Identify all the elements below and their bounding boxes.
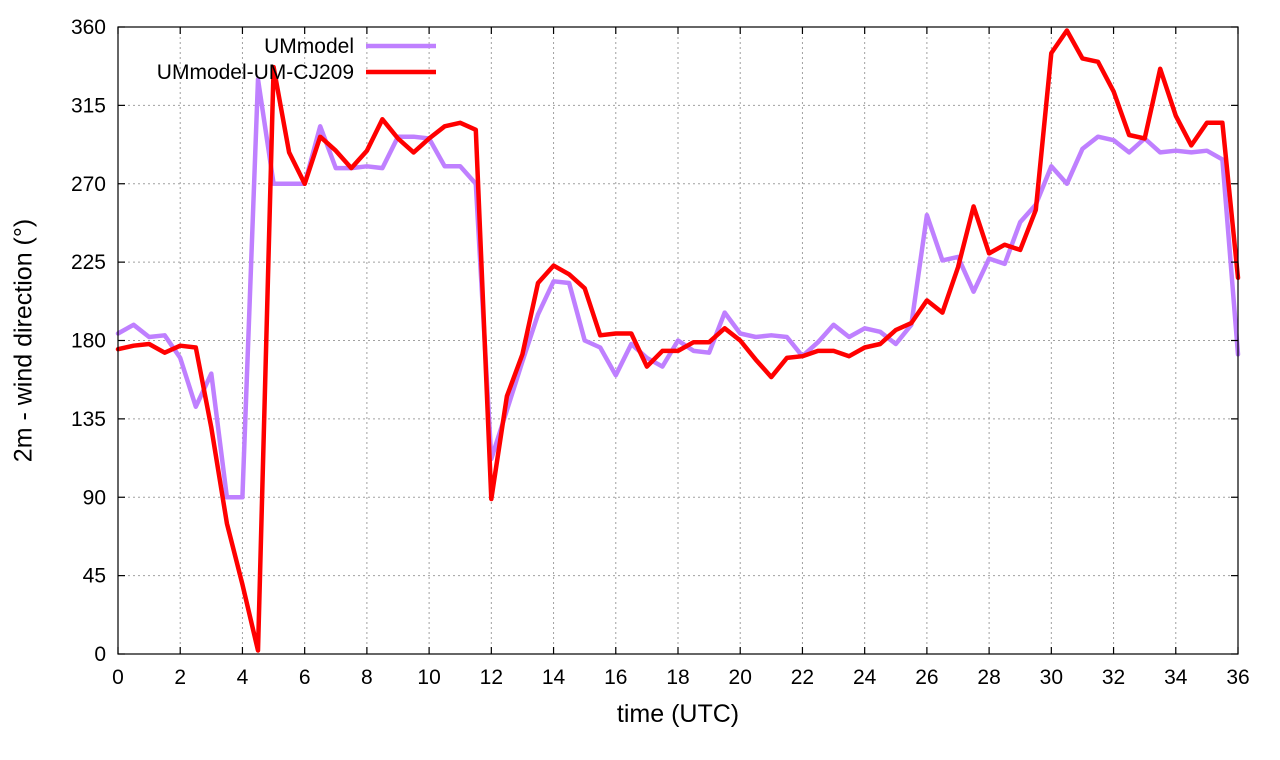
- x-tick-label: 18: [666, 666, 689, 689]
- axis-ticks: [117, 26, 1239, 655]
- x-tick-label: 30: [1040, 666, 1063, 689]
- x-tick-label: 0: [112, 666, 124, 689]
- x-tick-label: 28: [977, 666, 1000, 689]
- y-tick-label: 45: [83, 565, 106, 588]
- x-tick-label: 20: [729, 666, 752, 689]
- y-tick-label: 270: [71, 173, 106, 196]
- x-tick-label: 26: [915, 666, 938, 689]
- x-tick-label: 34: [1164, 666, 1188, 689]
- legend: UMmodel UMmodel-UM-CJ209: [157, 35, 436, 84]
- y-tick-label: 0: [94, 643, 106, 666]
- x-tick-label: 16: [604, 666, 627, 689]
- y-tick-label: 135: [71, 408, 106, 431]
- series-line-1: [115, 28, 1241, 653]
- y-tick-label: 225: [71, 251, 106, 274]
- x-tick-label: 6: [299, 666, 311, 689]
- x-axis-tick-labels: 0 2 4 6 8 10 12 14 16 18 20 22 24 26 28 30 32 34 36: [112, 666, 1250, 689]
- y-tick-label: 90: [83, 486, 106, 509]
- legend-label: UMmodel-UM-CJ209: [157, 61, 354, 84]
- x-tick-label: 8: [361, 666, 373, 689]
- y-axis-title: 2m - wind direction (°): [10, 219, 38, 462]
- y-tick-label: 180: [71, 330, 106, 353]
- x-tick-label: 10: [417, 666, 440, 689]
- x-tick-label: 22: [791, 666, 814, 689]
- y-tick-label: 360: [71, 16, 106, 39]
- x-tick-label: 4: [237, 666, 249, 689]
- series-lines: [115, 28, 1241, 653]
- x-tick-label: 32: [1102, 666, 1125, 689]
- x-tick-label: 2: [174, 666, 186, 689]
- x-tick-label: 24: [853, 666, 877, 689]
- x-tick-label: 14: [542, 666, 566, 689]
- legend-label: UMmodel: [264, 35, 354, 58]
- x-tick-label: 12: [480, 666, 503, 689]
- y-tick-label: 315: [71, 94, 106, 117]
- x-axis-title: time (UTC): [617, 700, 739, 728]
- y-axis-tick-labels: 0 45 90 135 180 225 270 315 360: [71, 16, 106, 666]
- x-tick-label: 36: [1226, 666, 1249, 689]
